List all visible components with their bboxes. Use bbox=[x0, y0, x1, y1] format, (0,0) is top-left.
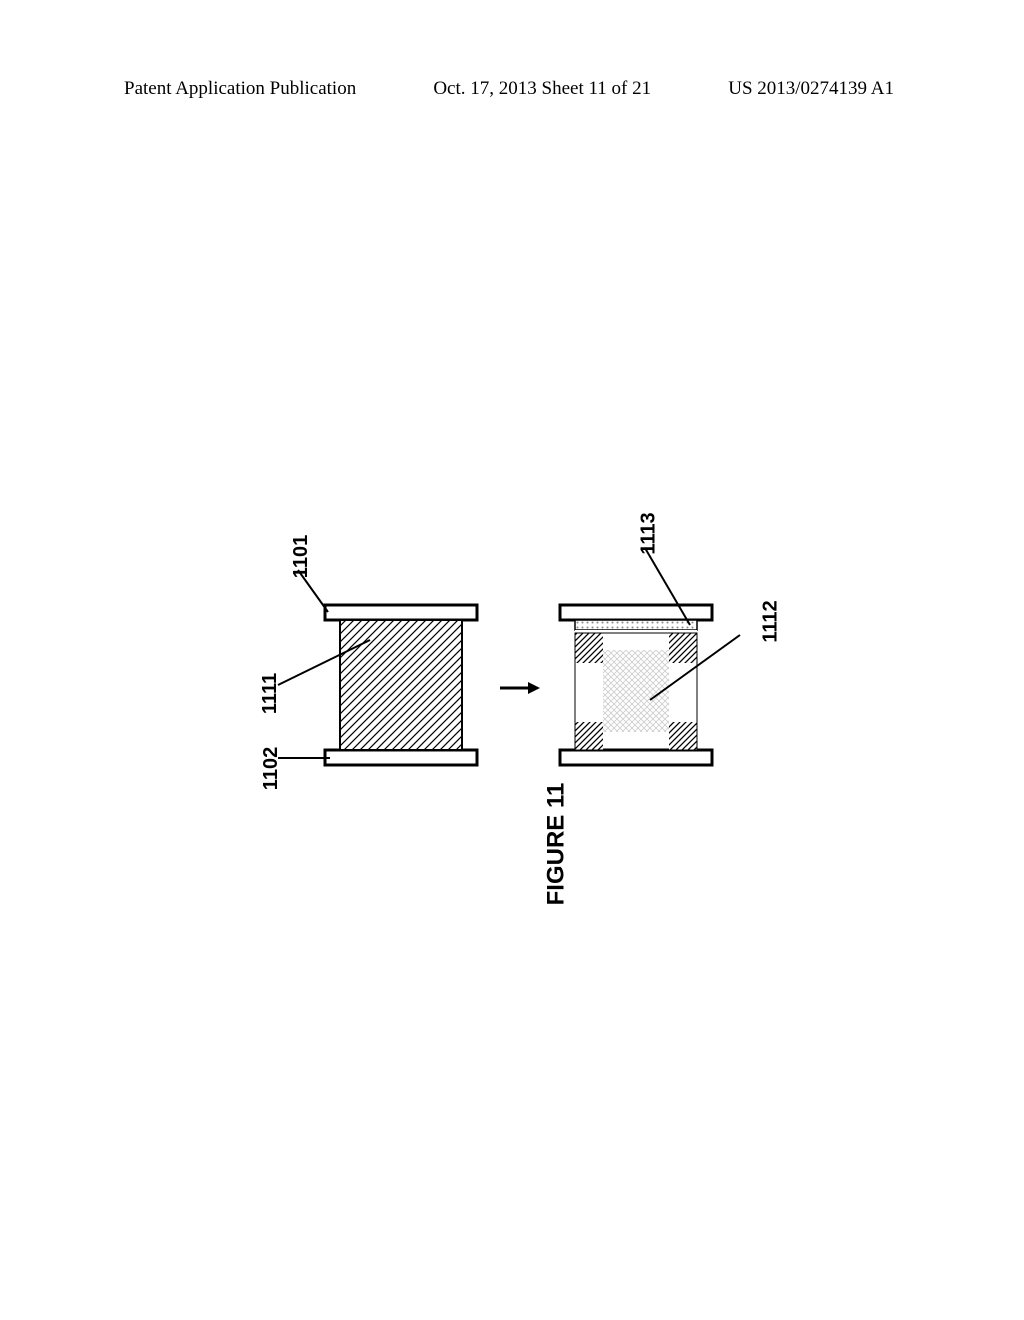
ref-1102: 1102 bbox=[260, 747, 283, 790]
header-patent-number: US 2013/0274139 A1 bbox=[728, 78, 894, 100]
figure-svg bbox=[230, 440, 790, 890]
figure-caption: FIGURE 11 bbox=[542, 783, 570, 906]
header-date-sheet: Oct. 17, 2013 Sheet 11 of 21 bbox=[433, 78, 651, 100]
left-structure bbox=[325, 605, 477, 765]
ref-1112: 1112 bbox=[760, 600, 783, 642]
ref-1113: 1113 bbox=[638, 512, 661, 554]
right-structure bbox=[560, 605, 712, 765]
figure-container: 1101 1111 1102 1113 1112 FIGURE 11 bbox=[230, 440, 790, 890]
ref-1101: 1101 bbox=[290, 535, 313, 578]
transition-arrow bbox=[500, 682, 540, 694]
ref-1111: 1111 bbox=[259, 673, 282, 714]
header-publication: Patent Application Publication bbox=[124, 78, 356, 100]
page-header: Patent Application Publication Oct. 17, … bbox=[0, 78, 1024, 100]
